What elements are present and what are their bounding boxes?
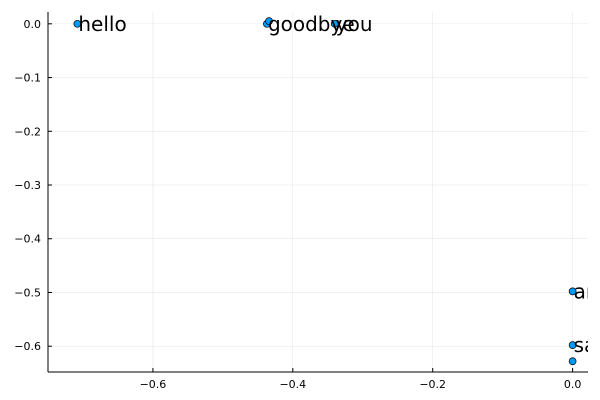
x-tick-label-2: −0.2 xyxy=(419,378,446,391)
data-points xyxy=(73,17,577,366)
point-label-you: you xyxy=(336,12,373,36)
x-tick-label-3: 0.0 xyxy=(564,378,582,391)
y-tick-label-2: −0.2 xyxy=(14,125,41,138)
y-tick-label-5: −0.5 xyxy=(14,286,41,299)
data-point-4 xyxy=(568,287,577,296)
y-tick-label-4: −0.4 xyxy=(14,233,41,246)
y-tick-label-3: −0.3 xyxy=(14,179,41,192)
point-label-hello: hello xyxy=(78,12,126,36)
point-label-goodbye: goodbye xyxy=(268,12,355,36)
grid-lines xyxy=(48,12,588,372)
axes xyxy=(47,12,588,373)
y-tick-label-1: −0.1 xyxy=(14,72,41,85)
data-point-6 xyxy=(568,357,577,366)
point-label-say: say xyxy=(574,333,600,357)
x-tick-label-0: −0.6 xyxy=(140,378,167,391)
data-point-0 xyxy=(73,19,82,28)
point-label-and: and xyxy=(574,279,600,303)
tick-labels: −0.6 −0.4 −0.2 0.0 0.0 −0.1 −0.2 −0.3 −0.4 −0.5 −0… xyxy=(14,18,581,391)
data-point-3 xyxy=(330,19,339,28)
data-point-5 xyxy=(568,341,577,349)
y-tick-label-6: −0.6 xyxy=(14,340,41,353)
y-tick-label-0: 0.0 xyxy=(24,18,42,31)
data-point-2 xyxy=(265,17,273,25)
x-tick-label-1: −0.4 xyxy=(279,378,306,391)
